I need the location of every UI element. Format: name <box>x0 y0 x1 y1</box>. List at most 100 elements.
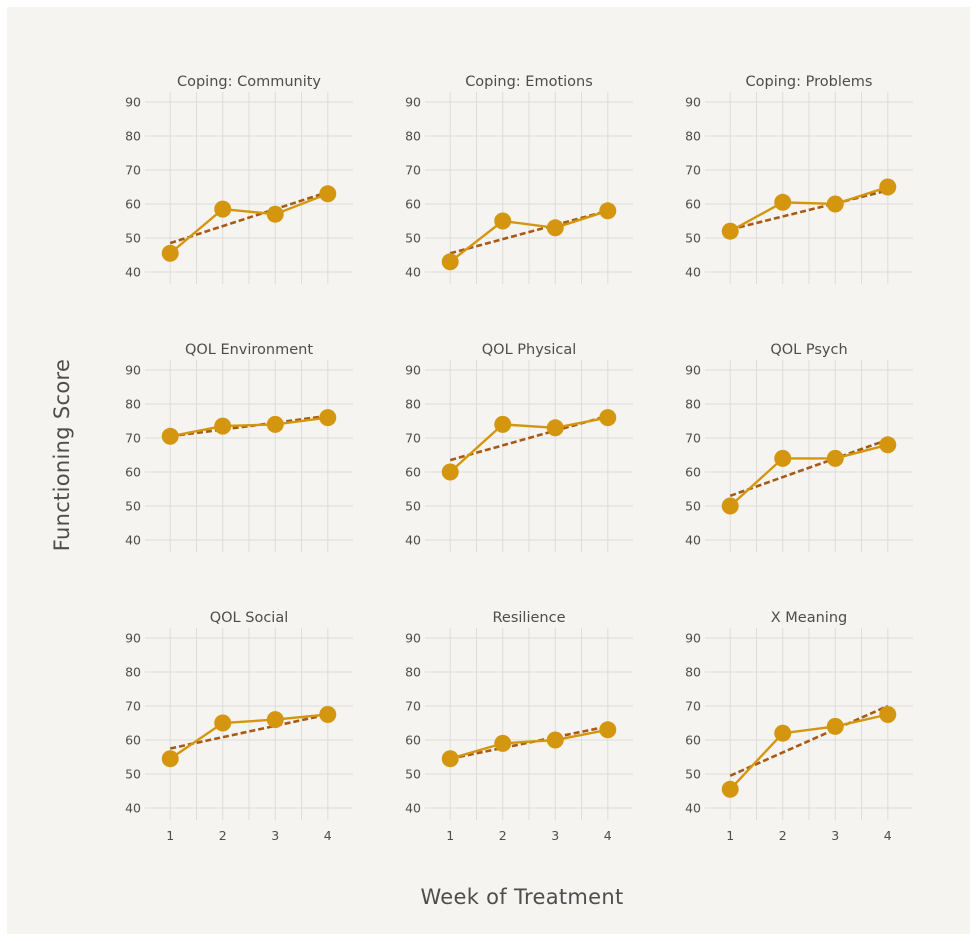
x-tick-label: 2 <box>779 828 787 843</box>
facet-title: QOL Environment <box>185 342 313 358</box>
data-point <box>214 417 232 435</box>
data-point <box>546 219 564 237</box>
facet-3: Coping: Problems 40 50 60 70 80 90 <box>685 74 913 284</box>
data-point <box>774 449 792 467</box>
y-tick-label: 60 <box>685 197 701 212</box>
trend-line <box>729 438 889 498</box>
trend-line <box>729 704 889 777</box>
facet-title: QOL Social <box>210 610 289 626</box>
data-point <box>546 731 564 749</box>
y-tick-label: 50 <box>125 499 141 514</box>
facet-title: Resilience <box>493 610 566 626</box>
data-point <box>161 750 179 768</box>
y-tick-label: 90 <box>405 363 421 378</box>
y-tick-label: 90 <box>405 631 421 646</box>
facet-title: Coping: Emotions <box>465 74 593 90</box>
x-axis-label: Week of Treatment <box>420 885 624 909</box>
data-point <box>214 200 232 218</box>
data-point <box>266 711 284 729</box>
y-tick-label: 80 <box>685 129 701 144</box>
data-point <box>266 205 284 223</box>
data-point <box>599 409 617 427</box>
y-tick-label: 40 <box>685 533 701 548</box>
facet-title: X Meaning <box>771 610 847 626</box>
x-tick-label: 1 <box>166 828 174 843</box>
y-tick-label: 50 <box>405 499 421 514</box>
y-tick-label: 80 <box>685 665 701 680</box>
y-tick-label: 80 <box>125 665 141 680</box>
observed-line <box>449 416 609 473</box>
facet-2: Coping: Emotions 40 50 60 70 80 90 <box>405 74 633 284</box>
trend-line <box>729 189 889 231</box>
facet-title: Coping: Community <box>177 74 321 90</box>
y-tick-label: 70 <box>685 163 701 178</box>
data-point <box>319 409 337 427</box>
y-tick-label: 70 <box>125 431 141 446</box>
trend-line <box>449 209 609 255</box>
observed-line <box>729 443 889 507</box>
data-point <box>214 714 232 732</box>
data-point <box>721 222 739 240</box>
x-tick-label: 1 <box>446 828 454 843</box>
observed-line <box>449 209 609 263</box>
y-tick-label: 40 <box>125 533 141 548</box>
data-point <box>546 419 564 437</box>
data-point <box>721 497 739 515</box>
trend-line <box>169 190 329 245</box>
y-tick-label: 50 <box>685 499 701 514</box>
y-tick-label: 70 <box>405 163 421 178</box>
facet-5: QOL Physical 40 50 60 70 80 90 <box>405 342 633 552</box>
data-point <box>266 415 284 433</box>
y-tick-label: 90 <box>685 95 701 110</box>
y-tick-label: 40 <box>405 265 421 280</box>
y-tick-label: 60 <box>405 733 421 748</box>
data-point <box>494 415 512 433</box>
y-tick-label: 90 <box>685 363 701 378</box>
y-tick-label: 90 <box>125 363 141 378</box>
y-tick-label: 40 <box>685 801 701 816</box>
y-axis-label: Functioning Score <box>50 358 74 552</box>
y-tick-label: 50 <box>685 231 701 246</box>
data-point <box>494 212 512 230</box>
facet-title: QOL Physical <box>482 342 577 358</box>
data-point <box>826 195 844 213</box>
y-tick-label: 80 <box>125 129 141 144</box>
y-tick-label: 40 <box>405 801 421 816</box>
facet-8: Resilience 40 50 60 70 80 90 1 2 3 4 <box>405 610 633 843</box>
y-tick-label: 60 <box>405 197 421 212</box>
y-tick-label: 90 <box>125 631 141 646</box>
y-tick-label: 60 <box>125 733 141 748</box>
data-point <box>826 449 844 467</box>
y-tick-label: 40 <box>685 265 701 280</box>
facet-title: QOL Psych <box>770 342 847 358</box>
x-tick-label: 2 <box>499 828 507 843</box>
y-tick-label: 90 <box>125 95 141 110</box>
facet-6: QOL Psych 40 50 60 70 80 90 <box>685 342 913 552</box>
y-tick-label: 70 <box>125 163 141 178</box>
observed-line <box>449 728 609 760</box>
data-point <box>494 734 512 752</box>
y-tick-label: 60 <box>125 465 141 480</box>
facet-4: QOL Environment 40 50 60 70 80 90 <box>125 342 353 552</box>
y-tick-label: 50 <box>405 767 421 782</box>
facet-1: Coping: Community 40 50 60 70 80 90 <box>125 74 353 284</box>
y-tick-label: 70 <box>685 699 701 714</box>
observed-line <box>169 192 329 255</box>
data-point <box>879 706 897 723</box>
y-tick-label: 50 <box>125 231 141 246</box>
data-point <box>441 463 459 481</box>
data-point <box>441 750 459 768</box>
y-tick-label: 50 <box>405 231 421 246</box>
data-point <box>826 717 844 735</box>
y-tick-label: 80 <box>405 397 421 412</box>
data-point <box>319 706 337 723</box>
y-tick-label: 70 <box>125 699 141 714</box>
data-point <box>319 185 337 203</box>
data-point <box>441 253 459 271</box>
y-tick-label: 50 <box>125 767 141 782</box>
y-tick-label: 60 <box>125 197 141 212</box>
data-point <box>599 202 617 220</box>
x-tick-label: 2 <box>219 828 227 843</box>
facet-9: X Meaning 40 50 60 70 80 90 1 2 3 4 <box>685 610 913 843</box>
